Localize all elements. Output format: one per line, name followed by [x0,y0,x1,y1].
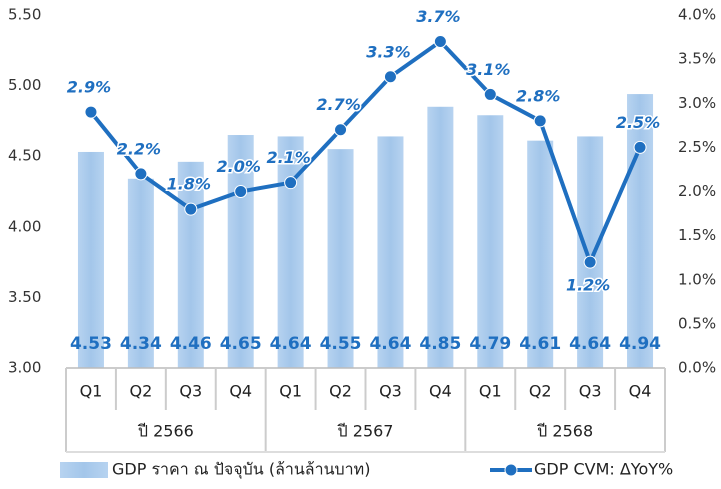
bar [377,136,404,368]
bar [77,151,104,368]
y-tick-label: 5.00 [8,76,41,94]
bar-value-label: 4.79 [469,334,511,354]
bar-value-label: 4.61 [519,334,561,354]
line-marker [633,140,647,154]
bar [427,106,454,368]
bar-value-label: 4.85 [419,334,461,354]
line-marker [184,202,198,216]
y2-tick-label: 0.5% [678,314,716,332]
bar-value-label: 4.65 [220,334,262,354]
line-value-label: 2.9% [67,78,111,97]
x-tick-label: Q4 [229,382,252,401]
bar [127,178,154,368]
legend-swatch [60,462,108,478]
y-tick-label: 3.00 [8,359,41,377]
bar [477,115,504,368]
y2-tick-label: 1.0% [678,270,716,288]
line-value-label: 2.2% [117,139,161,158]
line-marker [234,185,248,198]
line-value-label: 2.0% [217,157,261,176]
bar-value-label: 4.94 [619,334,661,354]
x-tick-label: Q4 [429,382,452,401]
line-value-label: 2.1% [266,148,310,167]
bar [177,161,204,368]
x-tick-label: Q2 [329,382,352,401]
line-marker [134,167,148,181]
y-tick-label: 5.50 [8,6,41,24]
line-value-label: 2.8% [516,86,560,105]
legend-label: GDP CVM: ΔYoY% [534,460,673,479]
line [89,39,642,265]
line-marker [533,114,547,128]
x-tick-label: Q2 [529,382,552,401]
bar-value-label: 4.34 [120,334,162,354]
x-tick-label: Q4 [629,382,652,401]
x-tick-label: Q3 [379,382,402,401]
x-group-label: ปี 2566 [137,422,193,441]
bar-value-label: 4.64 [569,334,611,354]
x-tick-label: Q1 [279,382,302,401]
y2-tick-label: 3.5% [678,50,716,68]
bar-value-label: 4.46 [170,334,212,354]
x-tick-label: Q3 [579,382,602,401]
bar [577,136,604,368]
bar-value-label: 4.64 [369,334,411,354]
line-marker [84,105,98,119]
y-tick-label: 3.50 [8,288,41,306]
line-value-label: 3.1% [466,60,510,79]
line-marker [334,123,348,137]
bar [227,135,254,368]
line-value-label: 1.8% [167,175,211,194]
line-value-label: 2.7% [316,95,360,114]
line-value-label: 1.2% [566,276,610,295]
y-tick-label: 4.50 [8,147,41,165]
line-value-label: 3.3% [366,42,410,61]
y2-tick-label: 0.0% [678,359,716,377]
bar [327,149,354,368]
line-marker [483,87,497,101]
line-marker [284,176,298,190]
line-value-label: 3.7% [416,7,460,26]
x-tick-label: Q1 [479,382,502,401]
x-tick-label: Q1 [80,382,103,401]
legend-swatch [504,463,518,477]
line-value-label: 2.5% [616,113,660,132]
y2-tick-label: 4.0% [678,6,716,24]
bar-value-label: 4.53 [70,334,112,354]
bar [527,140,554,368]
line-marker [383,70,397,84]
y-tick-label: 4.00 [8,217,41,235]
line-marker [433,34,447,48]
x-group-label: ปี 2568 [537,422,593,441]
y2-tick-label: 2.5% [678,138,716,156]
bar-value-label: 4.55 [320,334,362,354]
y2-tick-label: 1.5% [678,226,716,244]
y2-tick-label: 2.0% [678,182,716,200]
y2-tick-label: 3.0% [678,94,716,112]
line-marker [583,255,597,269]
bar [627,94,654,369]
x-group-label: ปี 2567 [337,422,393,441]
x-tick-label: Q3 [179,382,202,401]
bar-value-label: 4.64 [270,334,312,354]
legend-label: GDP ราคา ณ ปัจจุบัน (ล้านล้านบาท) [112,460,370,480]
x-tick-label: Q2 [129,382,152,401]
